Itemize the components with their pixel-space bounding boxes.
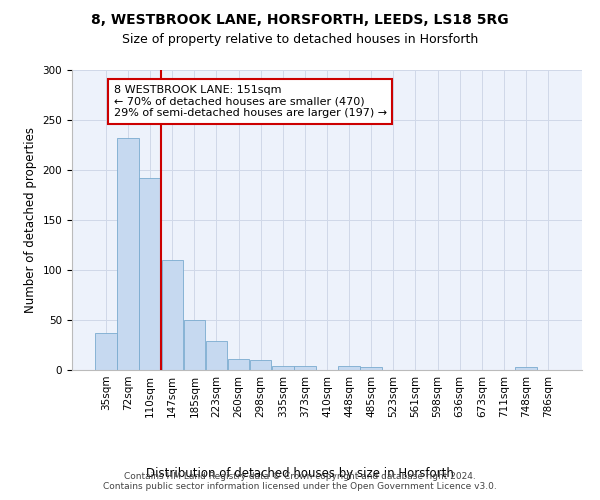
- Bar: [272, 366, 293, 370]
- Bar: [117, 138, 139, 370]
- Bar: [95, 333, 116, 370]
- Text: Size of property relative to detached houses in Horsforth: Size of property relative to detached ho…: [122, 32, 478, 46]
- Bar: [294, 366, 316, 370]
- Bar: [338, 366, 360, 370]
- Bar: [228, 359, 249, 370]
- Text: 8, WESTBROOK LANE, HORSFORTH, LEEDS, LS18 5RG: 8, WESTBROOK LANE, HORSFORTH, LEEDS, LS1…: [91, 12, 509, 26]
- Bar: [206, 341, 227, 370]
- Bar: [184, 320, 205, 370]
- Bar: [361, 367, 382, 370]
- Bar: [161, 260, 183, 370]
- Text: Distribution of detached houses by size in Horsforth: Distribution of detached houses by size …: [146, 467, 454, 480]
- Bar: [250, 360, 271, 370]
- Text: 8 WESTBROOK LANE: 151sqm
← 70% of detached houses are smaller (470)
29% of semi-: 8 WESTBROOK LANE: 151sqm ← 70% of detach…: [113, 85, 387, 118]
- Text: Contains HM Land Registry data © Crown copyright and database right 2024.
Contai: Contains HM Land Registry data © Crown c…: [103, 472, 497, 491]
- Bar: [515, 367, 537, 370]
- Y-axis label: Number of detached properties: Number of detached properties: [24, 127, 37, 313]
- Bar: [139, 178, 161, 370]
